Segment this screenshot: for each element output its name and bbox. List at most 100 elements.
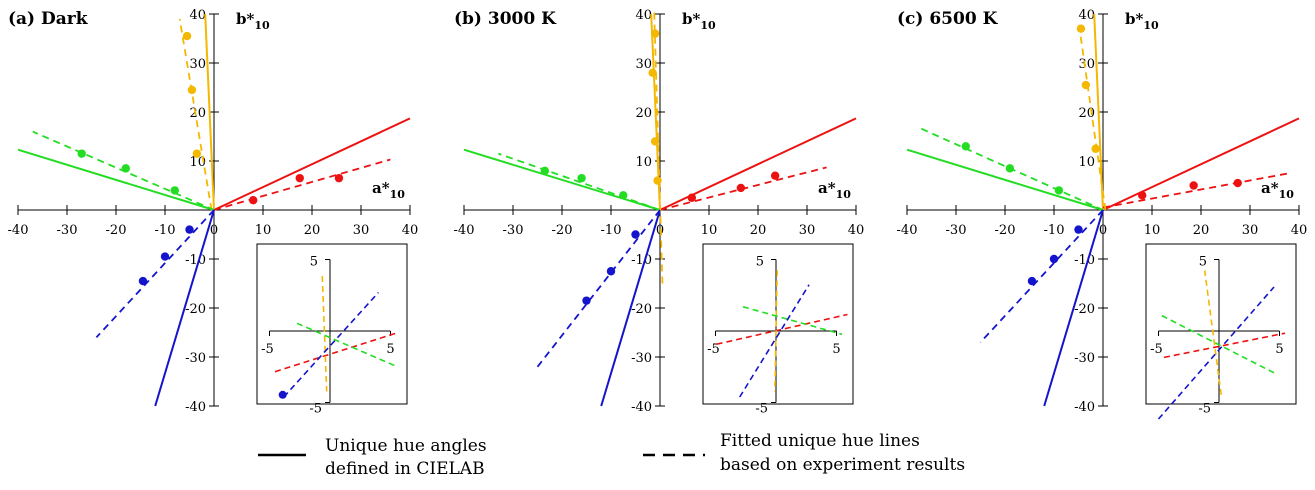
y-axis-label: b*10 [1125, 10, 1159, 32]
x-tick-label: -40 [454, 223, 475, 238]
inset-tick-label: 5 [1199, 255, 1207, 270]
data-point-blue [1027, 276, 1037, 286]
y-tick-label: 30 [189, 57, 206, 72]
inset-fitted-line-green [1161, 314, 1275, 374]
x-tick-label: 30 [353, 223, 370, 238]
x-axis-label: a*10 [1261, 179, 1294, 201]
cielab-line-red [1102, 117, 1300, 211]
x-tick-label: -20 [995, 223, 1016, 238]
y-tick-label: -20 [631, 302, 652, 317]
data-point-blue [185, 225, 194, 234]
inset-tick-label: -5 [1198, 402, 1211, 417]
y-tick-label: -10 [185, 253, 206, 268]
cielab-line-green [463, 148, 661, 211]
data-point-red [295, 173, 304, 183]
y-tick-label: 20 [635, 106, 652, 121]
x-tick-label: 40 [848, 223, 865, 238]
inset-tick-label: -5 [261, 342, 274, 357]
data-point-red [1138, 191, 1147, 200]
cielab-line-yellow [204, 13, 215, 211]
fitted-line-yellow [653, 9, 664, 284]
y-tick-label: -40 [631, 400, 652, 415]
cielab-line-green [17, 148, 215, 211]
data-point-yellow [187, 85, 197, 95]
y-tick-label: 10 [635, 155, 652, 170]
data-point-green [619, 191, 628, 200]
y-tick-label: -20 [1074, 302, 1095, 317]
y-tick-label: -30 [1074, 351, 1095, 366]
y-tick-label: 40 [635, 8, 652, 23]
x-axis-label: a*10 [818, 179, 851, 201]
data-point-yellow [192, 149, 202, 158]
panel-title: (a) Dark [8, 9, 89, 29]
inset-frame [1145, 243, 1297, 405]
x-tick-label: 30 [799, 223, 816, 238]
legend: Unique hue angles defined in CIELAB Fitt… [258, 431, 965, 479]
x-tick-label: -10 [601, 223, 622, 238]
inset-fitted-line-yellow [1203, 270, 1222, 395]
legend-solid-line2: defined in CIELAB [325, 459, 485, 479]
y-tick-label: 10 [1078, 155, 1095, 170]
x-tick-label: 20 [750, 223, 767, 238]
inset-frame [256, 243, 408, 405]
y-tick-label: 30 [635, 57, 652, 72]
data-point-green [577, 173, 586, 183]
x-tick-label: 10 [1144, 223, 1161, 238]
y-tick-label: 20 [189, 106, 206, 121]
inset-fitted-line-green [742, 306, 843, 336]
fitted-line-blue [979, 209, 1104, 343]
y-tick-label: 30 [1078, 57, 1095, 72]
inset-tick-label: 5 [310, 255, 318, 270]
y-tick-label: 40 [1078, 8, 1095, 23]
inset-fitted-line-red [716, 313, 848, 345]
data-point-green [121, 164, 130, 173]
data-point-yellow [1081, 80, 1091, 90]
inset-data-point-blue [278, 390, 287, 399]
inset-tick-label: -5 [707, 342, 720, 357]
y-axis-label: b*10 [682, 10, 716, 32]
inset-fitted-line-red [1163, 332, 1286, 359]
data-point-red [770, 171, 780, 180]
data-point-green [961, 142, 970, 151]
x-tick-label: -30 [946, 223, 967, 238]
fitted-line-green [498, 152, 661, 211]
x-tick-label: 0 [1099, 223, 1107, 238]
inset-tick-label: 5 [1275, 342, 1283, 357]
chart-panel-2: -40-30-20-10010203040-40-30-20-101020304… [454, 8, 865, 417]
x-axis-label: a*10 [372, 179, 405, 201]
cielab-line-blue [1043, 209, 1104, 407]
data-point-yellow [650, 137, 660, 146]
data-point-yellow [648, 68, 657, 78]
inset-frame [702, 243, 854, 405]
y-tick-label: -40 [1074, 400, 1095, 415]
data-point-red [687, 193, 697, 202]
inset-zoom: 5 -5 -5 5 [256, 243, 408, 417]
fitted-line-blue [95, 209, 215, 339]
cielab-line-red [213, 117, 411, 211]
legend-dashed-line1: Fitted unique hue lines [720, 431, 920, 451]
y-tick-label: -30 [185, 351, 206, 366]
legend-solid-line1: Unique hue angles [325, 436, 487, 456]
data-point-blue [631, 230, 640, 239]
data-point-blue [606, 267, 616, 276]
x-tick-label: 0 [210, 223, 218, 238]
fitted-line-blue [536, 209, 661, 368]
inset-tick-label: 5 [832, 342, 840, 357]
x-tick-label: 10 [255, 223, 272, 238]
panel-title: (c) 6500 K [897, 9, 999, 29]
data-point-green [1005, 164, 1015, 173]
fitted-line-yellow [178, 18, 213, 211]
data-point-green [1054, 186, 1064, 195]
data-point-red [334, 173, 344, 183]
cielab-line-green [906, 148, 1104, 211]
fitted-line-red [1102, 172, 1290, 209]
x-tick-label: 20 [1193, 223, 1210, 238]
inset-fitted-line-yellow [774, 270, 778, 392]
x-tick-label: 30 [1242, 223, 1259, 238]
x-tick-label: -30 [503, 223, 524, 238]
y-tick-label: -10 [1074, 253, 1095, 268]
x-tick-label: 10 [701, 223, 718, 238]
x-tick-label: -20 [552, 223, 573, 238]
data-point-yellow [1091, 144, 1100, 153]
